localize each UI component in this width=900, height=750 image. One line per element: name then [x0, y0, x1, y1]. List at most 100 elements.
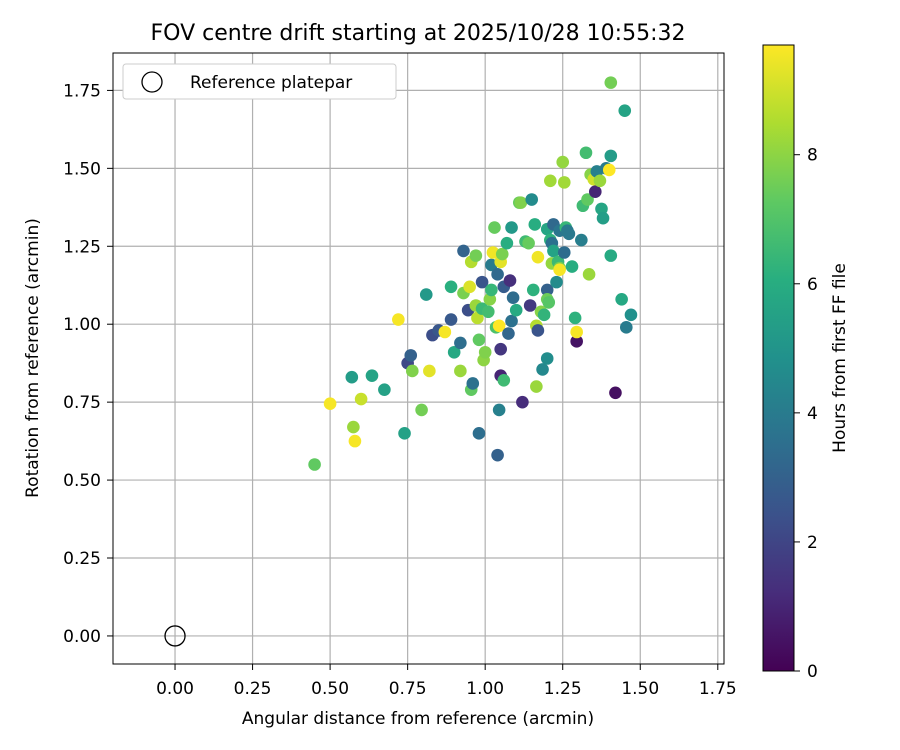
data-point: [609, 386, 622, 400]
legend-marker: [141, 71, 163, 93]
grid-lines: [113, 53, 724, 664]
data-point: [491, 268, 504, 281]
data-point: [345, 370, 359, 384]
data-point: [624, 308, 638, 322]
data-point: [308, 458, 321, 471]
data-point: [466, 377, 480, 390]
colorbar-tick-label: 0: [807, 662, 818, 682]
data-point: [478, 345, 492, 359]
data-point: [347, 420, 360, 434]
data-point: [604, 76, 618, 89]
data-point: [463, 280, 476, 294]
data-point: [528, 218, 542, 231]
data-point: [472, 333, 486, 347]
data-point: [500, 236, 514, 250]
data-point: [602, 163, 616, 177]
data-point: [540, 283, 554, 297]
data-point: [481, 305, 495, 319]
y-tick-label: 1.75: [63, 81, 101, 101]
data-point: [522, 236, 535, 250]
x-tick-label: 0.25: [234, 679, 272, 699]
data-point: [323, 397, 337, 411]
colorbar-tick-label: 2: [807, 533, 818, 553]
y-tick-label: 0.50: [63, 471, 101, 491]
data-point: [615, 292, 628, 306]
data-point: [505, 221, 518, 234]
data-point: [593, 174, 607, 188]
data-point: [525, 193, 539, 206]
data-point: [492, 319, 506, 333]
data-point: [604, 149, 618, 163]
data-point: [531, 324, 545, 337]
data-point: [494, 342, 507, 356]
y-tick-label: 0.00: [63, 627, 101, 647]
y-tick-label: 0.75: [63, 393, 101, 413]
data-point: [557, 246, 571, 259]
x-tick-label: 1.25: [544, 679, 582, 699]
data-point: [553, 263, 566, 276]
colorbar-tick-label: 4: [807, 404, 818, 424]
data-point: [550, 275, 563, 289]
colorbar-tick-label: 6: [807, 275, 818, 295]
x-axis-ticks: 0.00 0.25 0.50 0.75 1.00 1.25 1.50 1.75: [156, 664, 737, 699]
data-point: [488, 221, 501, 234]
data-point: [444, 313, 458, 326]
data-point: [542, 296, 556, 309]
legend-box: [122, 63, 397, 100]
x-tick-label: 0.00: [156, 679, 194, 699]
data-point: [365, 369, 379, 382]
data-point: [588, 185, 602, 199]
data-point: [568, 311, 582, 325]
data-point: [557, 176, 571, 189]
y-tick-label: 0.25: [63, 549, 101, 569]
x-tick-label: 1.50: [621, 679, 659, 699]
colorbar-gradient: [762, 44, 795, 672]
data-point: [556, 155, 570, 169]
y-tick-label: 1.00: [63, 315, 101, 335]
plot-frame: [112, 52, 725, 665]
data-point: [419, 288, 433, 301]
data-point: [348, 434, 362, 448]
data-point: [472, 427, 486, 440]
data-point: [378, 383, 391, 396]
data-point: [415, 403, 428, 417]
data-point: [530, 380, 543, 393]
data-point: [570, 325, 583, 339]
data-point: [354, 392, 368, 406]
data-point: [595, 202, 608, 216]
data-point: [423, 364, 436, 378]
data-point: [444, 280, 458, 294]
data-point: [438, 325, 452, 339]
data-point: [531, 250, 545, 264]
data-point: [483, 292, 497, 306]
data-point: [457, 244, 470, 258]
colorbar: 0 2 4 6 8 Hours from first FF file: [762, 44, 850, 682]
data-point: [495, 247, 509, 261]
data-point: [540, 352, 554, 365]
x-axis-label: Angular distance from reference (arcmin): [242, 709, 594, 729]
reference-point: [164, 625, 186, 647]
data-point: [398, 427, 411, 440]
data-point: [469, 249, 483, 262]
x-tick-label: 0.50: [311, 679, 349, 699]
data-point: [454, 364, 467, 378]
data-point: [485, 283, 498, 297]
data-point: [618, 104, 632, 117]
data-point: [471, 311, 484, 325]
data-point: [486, 246, 500, 259]
data-point: [570, 335, 583, 348]
x-tick-label: 0.75: [389, 679, 427, 699]
data-point: [492, 403, 506, 417]
x-tick-label: 1.75: [699, 679, 737, 699]
data-point: [544, 174, 557, 188]
legend-label: Reference platepar: [190, 73, 352, 93]
data-point: [620, 321, 633, 334]
chart-title: FOV centre drift starting at 2025/10/28 …: [151, 21, 686, 46]
data-point: [523, 299, 537, 312]
data-point: [582, 268, 596, 281]
data-point: [562, 227, 576, 241]
data-point: [526, 283, 540, 297]
data-point: [405, 364, 419, 378]
y-tick-label: 1.25: [63, 237, 101, 257]
